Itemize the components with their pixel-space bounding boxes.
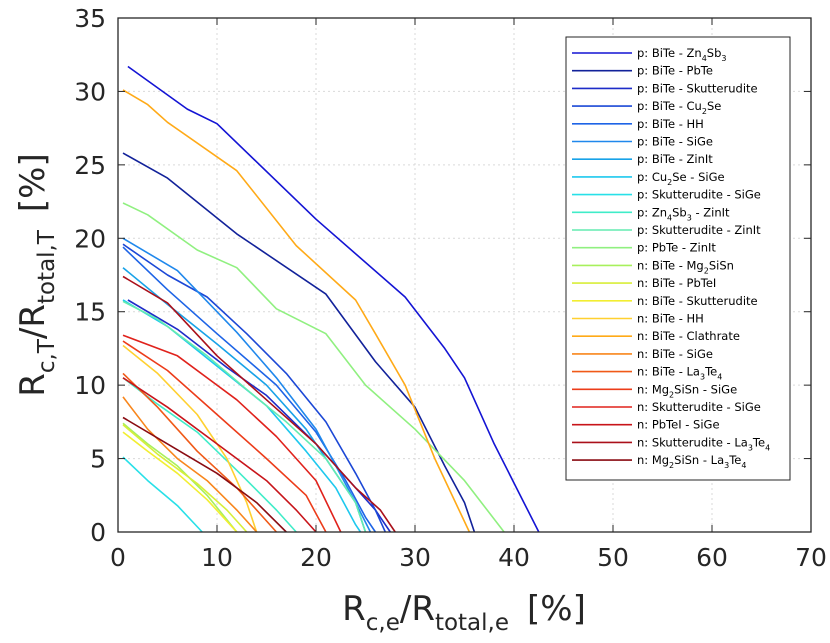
y-tick-label: 25 [74,151,106,180]
x-tick-label: 60 [696,543,728,572]
legend-item: n: Mg2SiSn - La3Te4 [572,453,746,470]
legend-label: n: PbTeI - SiGe [637,418,720,432]
legend-item: n: Mg2SiSn - SiGe [572,382,737,399]
legend-label: n: Mg2SiSn - SiGe [637,382,737,399]
ticks [117,17,812,533]
y-tick-labels: 0 5 10 15 20 25 30 35 [74,4,106,547]
series-line-19 [122,372,277,533]
x-tick-label: 40 [498,543,530,572]
x-tick-label: 30 [399,543,431,572]
series-line-11 [122,300,367,533]
legend-item: n: BiTe - Mg2SiSn [572,258,734,275]
legend-item: p: BiTe - HH [572,117,704,131]
x-tick-label: 0 [110,543,126,572]
series-line-10 [122,377,297,533]
y-tick-label: 30 [74,77,106,106]
series-group [122,65,540,533]
legend-item: n: BiTe - HH [572,312,704,326]
legend-label: p: BiTe - Cu2Se [637,99,721,116]
series-line-4 [122,243,387,533]
y-tick-label: 20 [74,224,106,253]
legend-item: n: PbTeI - SiGe [572,418,720,432]
legend-item: p: Skutterudite - SiGe [572,188,761,202]
series-line-9 [122,456,203,533]
legend-label: n: BiTe - La3Te4 [637,365,722,382]
legend-label: p: BiTe - Skutterudite [637,81,758,95]
legend-item: p: Skutterudite - ZinIt [572,223,761,237]
series-line-18 [122,396,258,533]
legend-box [565,36,791,481]
series-line-14 [122,424,248,533]
series-line-5 [122,246,377,533]
series-line-21 [122,334,342,533]
x-tick-labels: 0 10 20 30 40 50 60 70 [110,543,827,572]
legend-label: p: BiTe - PbTe [637,64,713,78]
y-axis-label: Rc,T/Rtotal,T[%] [13,153,60,397]
legend-item: p: BiTe - SiGe [572,135,713,149]
legend-label: p: Skutterudite - SiGe [637,188,761,202]
legend-label: n: Mg2SiSn - La3Te4 [637,453,746,470]
legend-item: p: BiTe - PbTe [572,64,713,78]
legend-item: p: BiTe - Cu2Se [572,99,721,116]
series-line-3 [127,299,391,533]
x-tick-label: 10 [201,543,233,572]
x-tick-label: 70 [795,543,827,572]
legend-label: p: Skutterudite - ZinIt [637,223,761,237]
series-line-22 [122,377,317,533]
legend-item: n: Skutterudite - La3Te4 [572,435,770,452]
series-line-15 [122,431,238,533]
legend-label: n: BiTe - HH [637,312,704,326]
series-line-2 [122,152,476,533]
y-tick-label: 15 [74,298,106,327]
legend-label: p: BiTe - HH [637,117,704,131]
legend-item: p: BiTe - Skutterudite [572,81,758,95]
series-line-23 [122,275,396,533]
legend-label: n: Skutterudite - SiGe [637,400,761,414]
legend-label: p: Zn4Sb3 - ZinIt [637,205,730,222]
y-tick-label: 5 [90,445,106,474]
series-line-17 [122,89,471,533]
series-line-1 [127,65,540,533]
legend-label: n: BiTe - Skutterudite [637,294,758,308]
legend-item: n: BiTe - PbTeI [572,276,716,290]
legend-label: p: BiTe - ZinIt [637,152,713,166]
y-tick-label: 0 [90,518,106,547]
legend-item: p: Zn4Sb3 - ZinIt [572,205,730,222]
legend-label: n: BiTe - Mg2SiSn [637,258,734,275]
legend-label: n: BiTe - Clathrate [637,329,740,343]
legend-label: p: BiTe - Zn4Sb3 [637,46,726,63]
x-axis-label: Rc,e/Rtotal,e [%] [342,589,586,636]
legend-label: p: Cu2Se - SiGe [637,170,725,187]
legend-item: p: PbTe - ZinIt [572,241,716,255]
legend-item: n: BiTe - La3Te4 [572,365,722,382]
y-tick-label: 10 [74,371,106,400]
legend-item: n: Skutterudite - SiGe [572,400,761,414]
legend-item: n: BiTe - SiGe [572,347,713,361]
legend-item: n: BiTe - Clathrate [572,329,740,343]
y-tick-label: 35 [74,4,106,33]
x-tick-label: 50 [597,543,629,572]
legend-label: n: Skutterudite - La3Te4 [637,435,770,452]
x-tick-label: 20 [300,543,332,572]
legend-label: p: BiTe - SiGe [637,135,713,149]
legend-item: n: BiTe - Skutterudite [572,294,758,308]
series-line-16 [122,344,258,533]
legend-item: p: BiTe - ZinIt [572,152,713,166]
series-line-20 [122,340,327,533]
legend-label: n: BiTe - SiGe [637,347,713,361]
legend-item: p: Cu2Se - SiGe [572,170,725,187]
series-line-13 [122,422,238,533]
legend-item: p: BiTe - Zn4Sb3 [572,46,726,63]
series-line-24 [122,416,287,533]
series-line-12 [122,202,505,533]
plot-frame [117,17,812,533]
legend-label: p: PbTe - ZinIt [637,241,716,255]
legend-label: n: BiTe - PbTeI [637,276,716,290]
